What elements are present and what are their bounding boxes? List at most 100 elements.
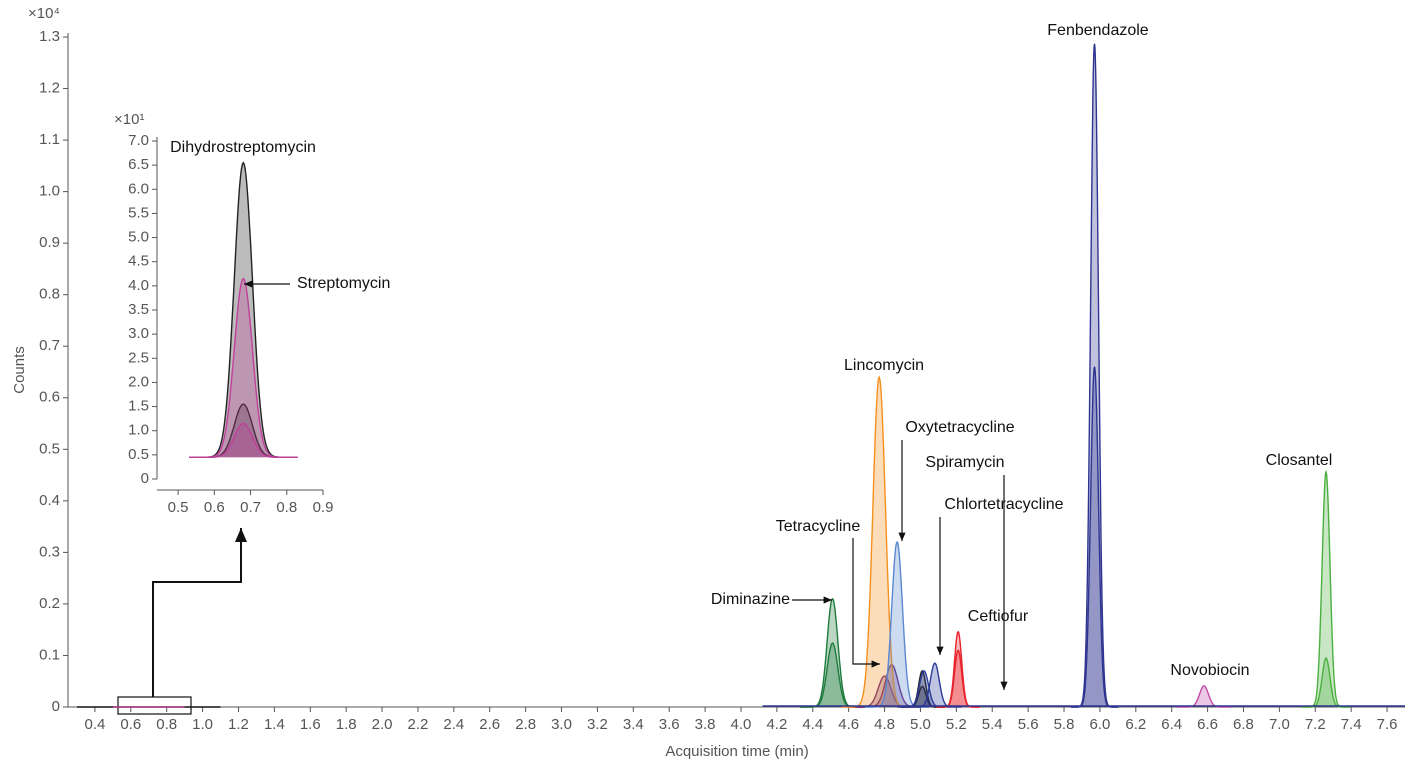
peak-label: Oxytetracycline	[905, 419, 1014, 436]
peak-label: Spiramycin	[925, 454, 1004, 471]
x-tick-label: 0.6	[204, 499, 225, 516]
x-tick-label: 0.4	[84, 716, 105, 733]
y-tick-label: 3.5	[128, 301, 149, 318]
peak-fill	[1177, 685, 1231, 707]
x-tick-label: 0.6	[120, 716, 141, 733]
x-tick-label: 6.0	[1089, 716, 1110, 733]
x-tick-label: 1.2	[228, 716, 249, 733]
peak-fill	[1302, 472, 1350, 707]
y-tick-label: 2.0	[128, 373, 149, 390]
x-tick-label: 3.8	[695, 716, 716, 733]
y-tick-label: 2.5	[128, 349, 149, 366]
x-tick-label: 1.6	[300, 716, 321, 733]
x-tick-label: 6.4	[1161, 716, 1182, 733]
y-multiplier: ×10⁴	[28, 5, 60, 22]
x-tick-label: 4.8	[874, 716, 895, 733]
x-tick-label: 5.0	[910, 716, 931, 733]
peak-fill	[897, 670, 951, 707]
x-tick-label: 0.9	[313, 499, 334, 516]
peak-label: Diminazine	[711, 591, 790, 608]
peak-fill	[936, 650, 980, 707]
y-tick-label: 1.5	[128, 398, 149, 415]
y-tick-label: 1.0	[128, 422, 149, 439]
y-tick-label: 3.0	[128, 325, 149, 342]
y-tick-label: 0.1	[39, 646, 60, 663]
x-tick-label: 5.6	[1018, 716, 1039, 733]
y-tick-label: 6.5	[128, 156, 149, 173]
y-tick-label: 0	[52, 698, 60, 715]
peak	[1070, 366, 1119, 708]
y-tick-label: 0.5	[39, 440, 60, 457]
peak	[1177, 685, 1231, 708]
y-tick-label: 0.4	[39, 492, 60, 509]
y-tick-label: 0.7	[39, 337, 60, 354]
x-tick-label: 0.7	[240, 499, 261, 516]
x-tick-label: 1.8	[336, 716, 357, 733]
y-tick-label: 0.5	[128, 446, 149, 463]
y-tick-label: 5.5	[128, 204, 149, 221]
y-tick-label: 6.0	[128, 180, 149, 197]
peak-fill	[800, 643, 865, 707]
y-axis-label: Counts	[11, 346, 28, 394]
peak-fill	[189, 162, 298, 458]
x-tick-label: 2.4	[443, 716, 464, 733]
x-tick-label: 7.0	[1269, 716, 1290, 733]
x-tick-label: 4.6	[838, 716, 859, 733]
peak-fill	[900, 686, 944, 707]
x-tick-label: 7.6	[1377, 716, 1398, 733]
peak-fill	[907, 663, 962, 707]
x-tick-label: 3.2	[587, 716, 608, 733]
y-tick-label: 7.0	[128, 132, 149, 149]
y-tick-label: 0.9	[39, 234, 60, 251]
x-tick-label: 6.2	[1125, 716, 1146, 733]
peak-fill	[900, 670, 944, 707]
x-tick-label: 4.2	[766, 716, 787, 733]
x-tick-label: 6.6	[1197, 716, 1218, 733]
y-tick-label: 0	[141, 470, 149, 487]
x-tick-label: 2.2	[408, 716, 429, 733]
x-tick-label: 0.8	[156, 716, 177, 733]
peak	[907, 662, 962, 708]
y-tick-label: 0.3	[39, 543, 60, 560]
peak	[189, 422, 298, 458]
peak-fill	[936, 631, 980, 707]
y-tick-label: 0.8	[39, 286, 60, 303]
y-tick-label: 1.2	[39, 80, 60, 97]
peak-fill	[854, 664, 930, 707]
peak-fill	[800, 598, 865, 707]
y-tick-label: 5.0	[128, 229, 149, 246]
peak-fill	[1070, 366, 1119, 707]
y-tick-label: 0.6	[39, 389, 60, 406]
y-tick-label: 4.5	[128, 253, 149, 270]
x-tick-label: 6.8	[1233, 716, 1254, 733]
peak-fill	[841, 377, 917, 707]
peak-fill	[1070, 43, 1119, 707]
y-tick-label: 1.0	[39, 183, 60, 200]
peak-fill	[189, 278, 298, 458]
x-tick-label: 5.2	[946, 716, 967, 733]
x-tick-label: 1.0	[192, 716, 213, 733]
peak	[936, 649, 980, 708]
peak-label: Closantel	[1266, 452, 1333, 469]
x-tick-label: 4.0	[731, 716, 752, 733]
zoom-box	[117, 696, 192, 715]
x-tick-label: 0.5	[168, 499, 189, 516]
y-tick-label: 4.0	[128, 277, 149, 294]
annotation-arrow	[852, 538, 880, 668]
peak-fill	[864, 542, 930, 707]
x-tick-label: 7.2	[1305, 716, 1326, 733]
peak-label: Tetracycline	[776, 518, 861, 535]
x-tick-label: 5.4	[982, 716, 1003, 733]
zoom-connector	[152, 528, 247, 697]
x-tick-label: 3.0	[551, 716, 572, 733]
x-tick-label: 5.8	[1054, 716, 1075, 733]
x-tick-label: 3.4	[623, 716, 644, 733]
peak-fill	[189, 404, 298, 458]
peak-label: Ceftiofur	[968, 608, 1029, 625]
x-tick-label: 3.6	[659, 716, 680, 733]
y-tick-label: 0.2	[39, 595, 60, 612]
x-tick-label: 0.8	[276, 499, 297, 516]
peak-fill	[1302, 658, 1350, 707]
y-tick-label: 1.3	[39, 28, 60, 45]
inset-y-multiplier: ×10¹	[114, 111, 144, 128]
